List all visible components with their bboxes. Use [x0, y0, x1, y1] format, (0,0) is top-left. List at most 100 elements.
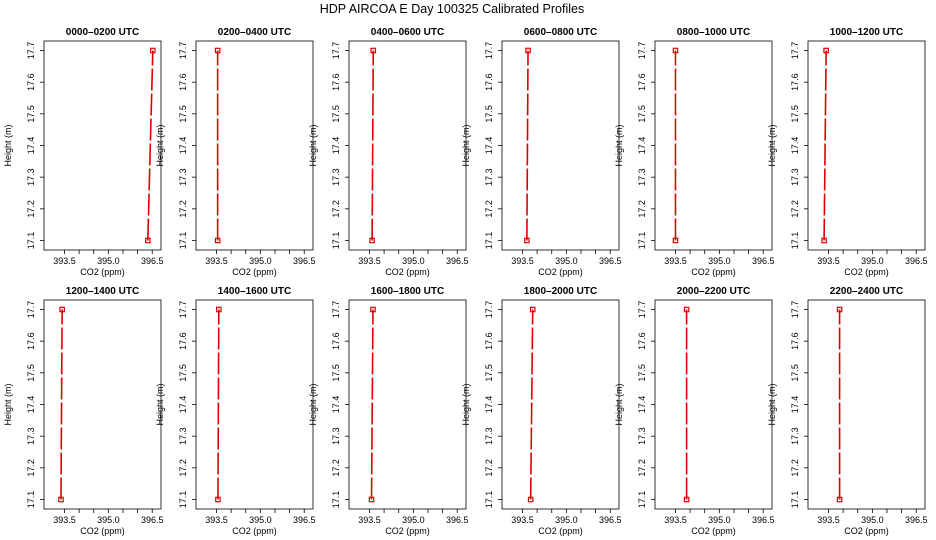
y-tick-label: 17.4 — [484, 396, 494, 414]
profile-point — [527, 496, 534, 503]
profile-point — [836, 306, 843, 313]
profile-point — [672, 237, 679, 244]
plot-frame — [195, 40, 314, 251]
chart-panel: 0400–0600 UTC 393.5 395.0 396.5 17.1 17.2 17.3… — [308, 27, 468, 277]
chart-panel: 0000–0200 UTC 393.5 395.0 396.5 17.1 17.2 17.3… — [3, 27, 163, 277]
y-tick-label: 17.3 — [637, 427, 647, 445]
y-tick-label: 17.7 — [484, 301, 494, 319]
y-tick-label: 17.1 — [484, 232, 494, 250]
y-tick-label: 17.4 — [484, 137, 494, 155]
profile-line — [526, 50, 529, 241]
panel-title: 0200–0400 UTC — [218, 27, 291, 38]
profile-point — [370, 306, 376, 313]
panel-title: 0600–0800 UTC — [524, 27, 597, 38]
y-axis-label: Height (m) — [767, 383, 777, 425]
chart-panel: 1400–1600 UTC 393.5 395.0 396.5 17.1 17.2 17.3… — [155, 286, 315, 536]
x-axis-label: CO2 (ppm) — [385, 267, 430, 277]
profile-line — [370, 309, 374, 500]
profile-point — [821, 237, 827, 244]
y-tick-label: 17.2 — [331, 459, 341, 477]
y-tick-label: 17.3 — [331, 168, 341, 186]
y-tick-label: 17.1 — [26, 232, 36, 250]
x-tick-label: 396.5 — [141, 256, 164, 266]
x-axis-label: CO2 (ppm) — [232, 526, 277, 536]
panel-title: 1000–1200 UTC — [830, 27, 903, 38]
y-tick-label: 17.2 — [790, 200, 800, 218]
plot-frame — [654, 40, 773, 251]
x-axis-label: CO2 (ppm) — [538, 526, 583, 536]
y-tick-label: 17.1 — [484, 491, 494, 509]
profile-point — [672, 47, 679, 54]
profile-point — [529, 306, 536, 313]
y-tick-label: 17.5 — [178, 364, 188, 382]
y-tick-label: 17.3 — [790, 168, 800, 186]
panel-title: 1800–2000 UTC — [524, 286, 597, 297]
y-tick-label: 17.5 — [484, 364, 494, 382]
profile-line — [60, 309, 63, 500]
y-tick-label: 17.1 — [790, 491, 800, 509]
x-tick-label: 395.0 — [861, 515, 884, 525]
y-tick-label: 17.6 — [484, 73, 494, 91]
y-tick-label: 17.5 — [178, 105, 188, 123]
y-tick-label: 17.5 — [790, 364, 800, 382]
profile-line — [217, 309, 220, 500]
x-tick-label: 395.0 — [402, 515, 425, 525]
x-axis-label: CO2 (ppm) — [691, 526, 736, 536]
y-tick-label: 17.6 — [26, 332, 36, 350]
y-tick-label: 17.7 — [178, 301, 188, 319]
y-tick-label: 17.7 — [790, 42, 800, 60]
x-tick-label: 393.5 — [358, 515, 381, 525]
profile-point — [525, 47, 531, 54]
y-tick-label: 17.5 — [484, 105, 494, 123]
plot-frame — [195, 299, 314, 510]
chart-panel: 2000–2200 UTC 393.5 395.0 396.5 17.1 17.2 17.3… — [614, 286, 774, 536]
y-tick-label: 17.6 — [26, 73, 36, 91]
y-tick-label: 17.6 — [178, 332, 188, 350]
y-axis-label: Height (m) — [614, 383, 624, 425]
y-tick-label: 17.2 — [637, 200, 647, 218]
y-tick-label: 17.3 — [178, 168, 188, 186]
x-axis-label: CO2 (ppm) — [80, 526, 125, 536]
y-tick-label: 17.1 — [790, 232, 800, 250]
y-tick-label: 17.7 — [331, 42, 341, 60]
panel-title: 1400–1600 UTC — [218, 286, 291, 297]
plot-frame — [807, 299, 926, 510]
y-tick-label: 17.7 — [637, 42, 647, 60]
y-tick-label: 17.4 — [637, 137, 647, 155]
x-tick-label: 396.5 — [293, 256, 316, 266]
chart-panel: 0600–0800 UTC 393.5 395.0 396.5 17.1 17.2 17.3… — [461, 27, 621, 277]
x-tick-label: 395.0 — [249, 256, 272, 266]
plot-frame — [501, 40, 620, 251]
x-tick-label: 393.5 — [817, 515, 840, 525]
plot-frame — [348, 299, 467, 510]
chart-panel: 0200–0400 UTC 393.5 395.0 396.5 17.1 17.2 17.3… — [155, 27, 315, 277]
y-tick-label: 17.3 — [178, 427, 188, 445]
plot-frame — [43, 40, 162, 251]
y-tick-label: 17.1 — [637, 232, 647, 250]
y-axis-label: Height (m) — [461, 383, 471, 425]
x-tick-label: 393.5 — [53, 256, 76, 266]
y-tick-label: 17.7 — [26, 301, 36, 319]
y-tick-label: 17.4 — [790, 137, 800, 155]
profile-point — [150, 47, 156, 54]
y-tick-label: 17.1 — [331, 232, 341, 250]
y-tick-label: 17.5 — [637, 364, 647, 382]
profile-point — [216, 306, 222, 313]
x-tick-label: 396.5 — [905, 256, 928, 266]
y-tick-label: 17.2 — [484, 200, 494, 218]
y-tick-label: 17.1 — [178, 491, 188, 509]
y-tick-label: 17.4 — [26, 396, 36, 414]
y-axis-label: Height (m) — [461, 124, 471, 166]
y-tick-label: 17.2 — [26, 200, 36, 218]
y-tick-label: 17.5 — [331, 364, 341, 382]
profile-line — [529, 309, 534, 500]
profile-line — [147, 50, 154, 241]
x-tick-label: 396.5 — [446, 256, 469, 266]
x-tick-label: 395.0 — [97, 515, 120, 525]
x-axis-label: CO2 (ppm) — [385, 526, 430, 536]
y-axis-label: Height (m) — [767, 124, 777, 166]
y-axis-label: Height (m) — [308, 383, 318, 425]
y-tick-label: 17.3 — [26, 168, 36, 186]
y-tick-label: 17.4 — [178, 137, 188, 155]
y-tick-label: 17.1 — [26, 491, 36, 509]
